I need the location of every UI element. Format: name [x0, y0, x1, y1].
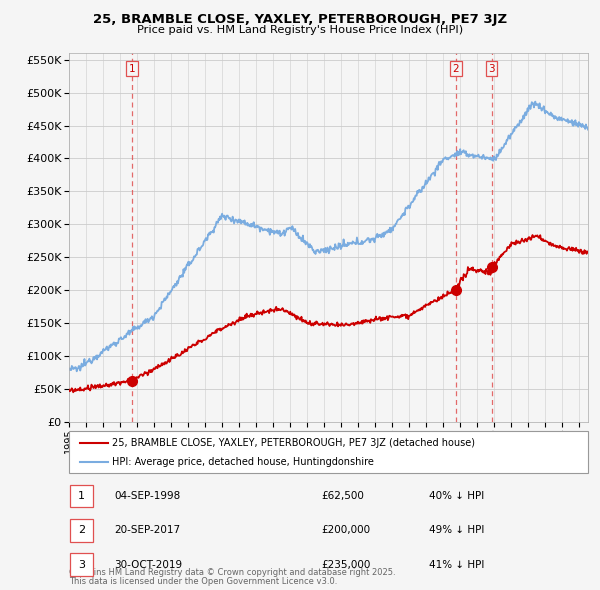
- Text: £62,500: £62,500: [321, 491, 364, 501]
- Text: £235,000: £235,000: [321, 560, 370, 569]
- Text: £200,000: £200,000: [321, 526, 370, 535]
- Text: 20-SEP-2017: 20-SEP-2017: [114, 526, 180, 535]
- Text: 2: 2: [78, 526, 85, 535]
- Text: 25, BRAMBLE CLOSE, YAXLEY, PETERBOROUGH, PE7 3JZ (detached house): 25, BRAMBLE CLOSE, YAXLEY, PETERBOROUGH,…: [112, 438, 475, 448]
- Text: 49% ↓ HPI: 49% ↓ HPI: [429, 526, 484, 535]
- Text: 41% ↓ HPI: 41% ↓ HPI: [429, 560, 484, 569]
- Text: 40% ↓ HPI: 40% ↓ HPI: [429, 491, 484, 501]
- Text: 1: 1: [128, 64, 135, 74]
- Text: Price paid vs. HM Land Registry's House Price Index (HPI): Price paid vs. HM Land Registry's House …: [137, 25, 463, 35]
- Text: HPI: Average price, detached house, Huntingdonshire: HPI: Average price, detached house, Hunt…: [112, 457, 374, 467]
- Text: 2: 2: [452, 64, 459, 74]
- Text: 04-SEP-1998: 04-SEP-1998: [114, 491, 180, 501]
- Text: This data is licensed under the Open Government Licence v3.0.: This data is licensed under the Open Gov…: [69, 577, 337, 586]
- Text: 25, BRAMBLE CLOSE, YAXLEY, PETERBOROUGH, PE7 3JZ: 25, BRAMBLE CLOSE, YAXLEY, PETERBOROUGH,…: [93, 13, 507, 26]
- Text: 1: 1: [78, 491, 85, 501]
- Text: Contains HM Land Registry data © Crown copyright and database right 2025.: Contains HM Land Registry data © Crown c…: [69, 568, 395, 577]
- Text: 30-OCT-2019: 30-OCT-2019: [114, 560, 182, 569]
- Text: 3: 3: [488, 64, 495, 74]
- Text: 3: 3: [78, 560, 85, 569]
